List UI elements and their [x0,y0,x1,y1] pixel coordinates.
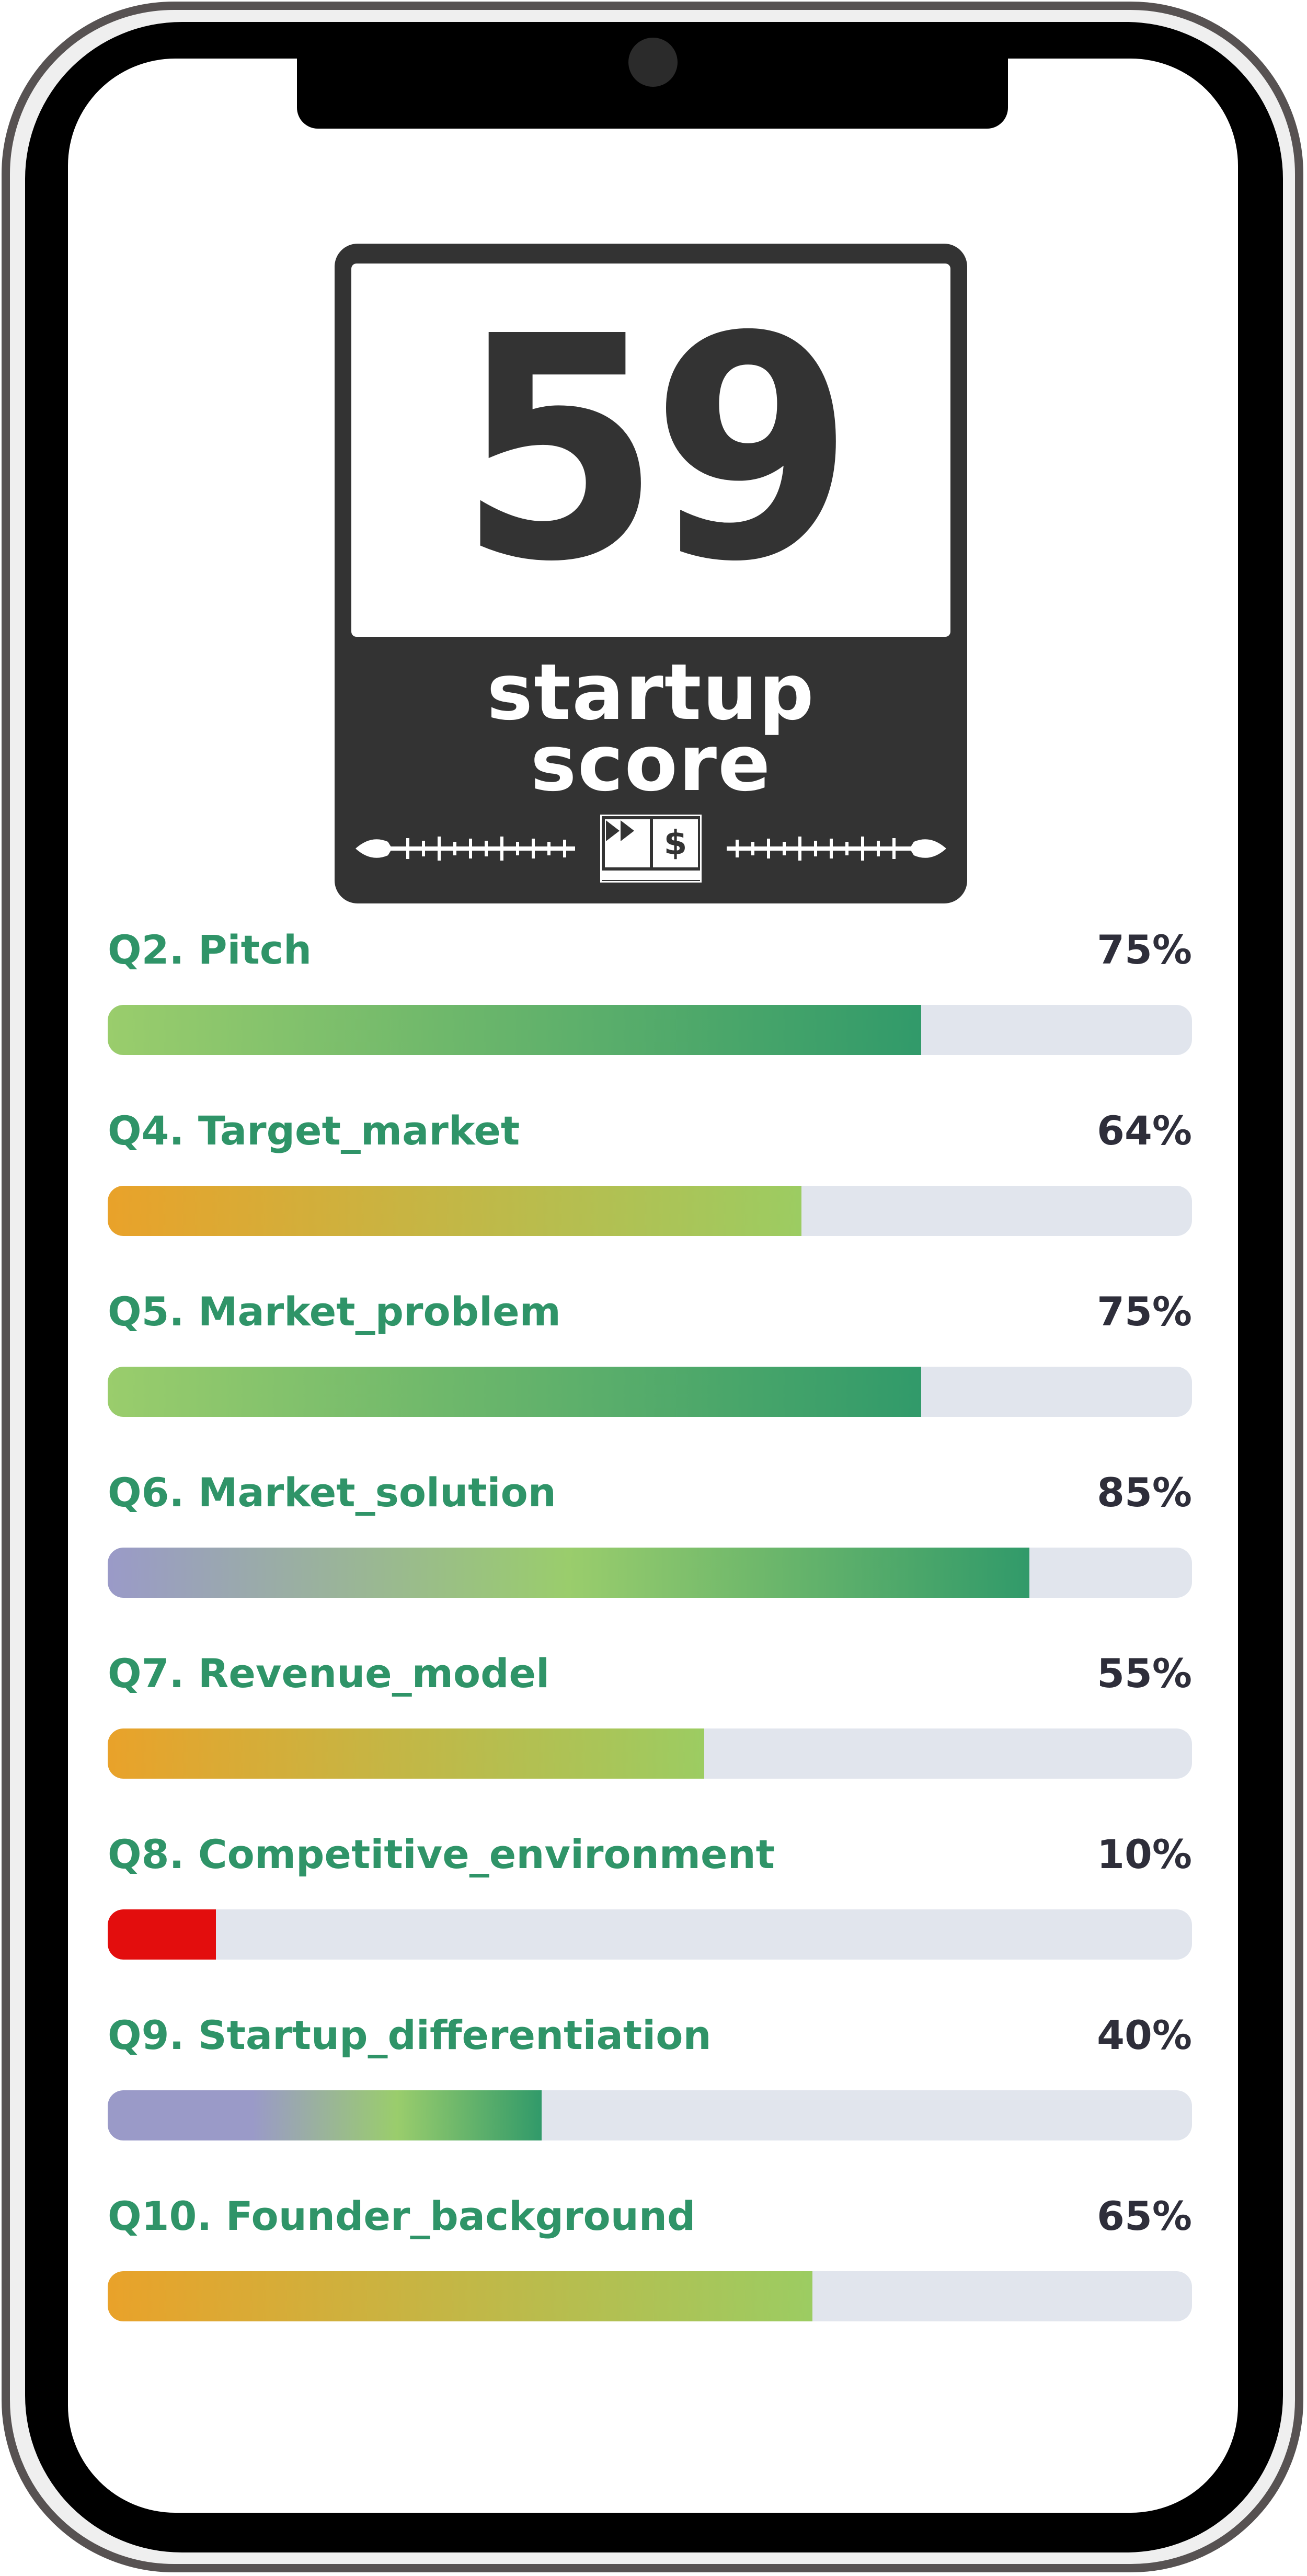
progress-fill [108,1005,921,1055]
front-camera-icon [628,38,678,87]
score-label: Q6. Market_solution [108,1469,556,1516]
score-breakdown-list: Q2. Pitch 75% Q4. Target_market 64% Q5. … [108,926,1192,2374]
score-row-pitch: Q2. Pitch 75% [108,926,1192,1107]
ornament-line-icon [356,837,946,861]
score-label: Q2. Pitch [108,926,312,973]
score-percent: 40% [1097,2012,1192,2058]
progress-track [108,1005,1192,1055]
score-percent: 65% [1097,2193,1192,2239]
score-percent: 75% [1097,1288,1192,1335]
progress-fill [108,1186,802,1236]
progress-track [108,1909,1192,1960]
startup-score-badge: 59 startup score [335,244,967,903]
progress-fill [108,1548,1029,1598]
badge-score-panel: 59 [351,264,950,637]
score-label: Q5. Market_problem [108,1288,561,1335]
fast-forward-icon [605,819,650,867]
dollar-icon: $ [653,819,698,867]
score-row-market-problem: Q5. Market_problem 75% [108,1288,1192,1469]
progress-track [108,2090,1192,2140]
score-row-competitive-environment: Q8. Competitive_environment 10% [108,1831,1192,2012]
progress-track [108,2271,1192,2321]
score-row-market-solution: Q6. Market_solution 85% [108,1469,1192,1650]
score-label: Q7. Revenue_model [108,1650,550,1697]
badge-logo: $ [600,815,702,883]
progress-fill [108,1728,704,1779]
progress-fill [108,2271,813,2321]
score-row-target-market: Q4. Target_market 64% [108,1107,1192,1288]
score-row-founder-background: Q10. Founder_background 65% [108,2193,1192,2374]
badge-title: startup score [335,647,967,808]
progress-fill [108,1367,921,1417]
score-row-startup-differentiation: Q9. Startup_differentiation 40% [108,2012,1192,2193]
score-percent: 75% [1097,926,1192,973]
score-label: Q10. Founder_background [108,2193,696,2239]
badge-footer-ornament: $ [356,815,946,883]
score-label: Q4. Target_market [108,1107,520,1154]
progress-track [108,1367,1192,1417]
badge-title-line1: startup [487,647,815,737]
progress-fill [108,1909,216,1960]
badge-title-line2: score [530,718,772,808]
score-percent: 55% [1097,1650,1192,1697]
score-percent: 64% [1097,1107,1192,1154]
logo-caption-bar [602,871,700,880]
score-label: Q8. Competitive_environment [108,1831,775,1877]
progress-track [108,1728,1192,1779]
progress-track [108,1548,1192,1598]
progress-fill [108,2090,542,2140]
score-percent: 10% [1097,1831,1192,1877]
score-row-revenue-model: Q7. Revenue_model 55% [108,1650,1192,1831]
progress-track [108,1186,1192,1236]
score-percent: 85% [1097,1469,1192,1516]
overall-score: 59 [457,271,854,629]
score-label: Q9. Startup_differentiation [108,2012,712,2058]
